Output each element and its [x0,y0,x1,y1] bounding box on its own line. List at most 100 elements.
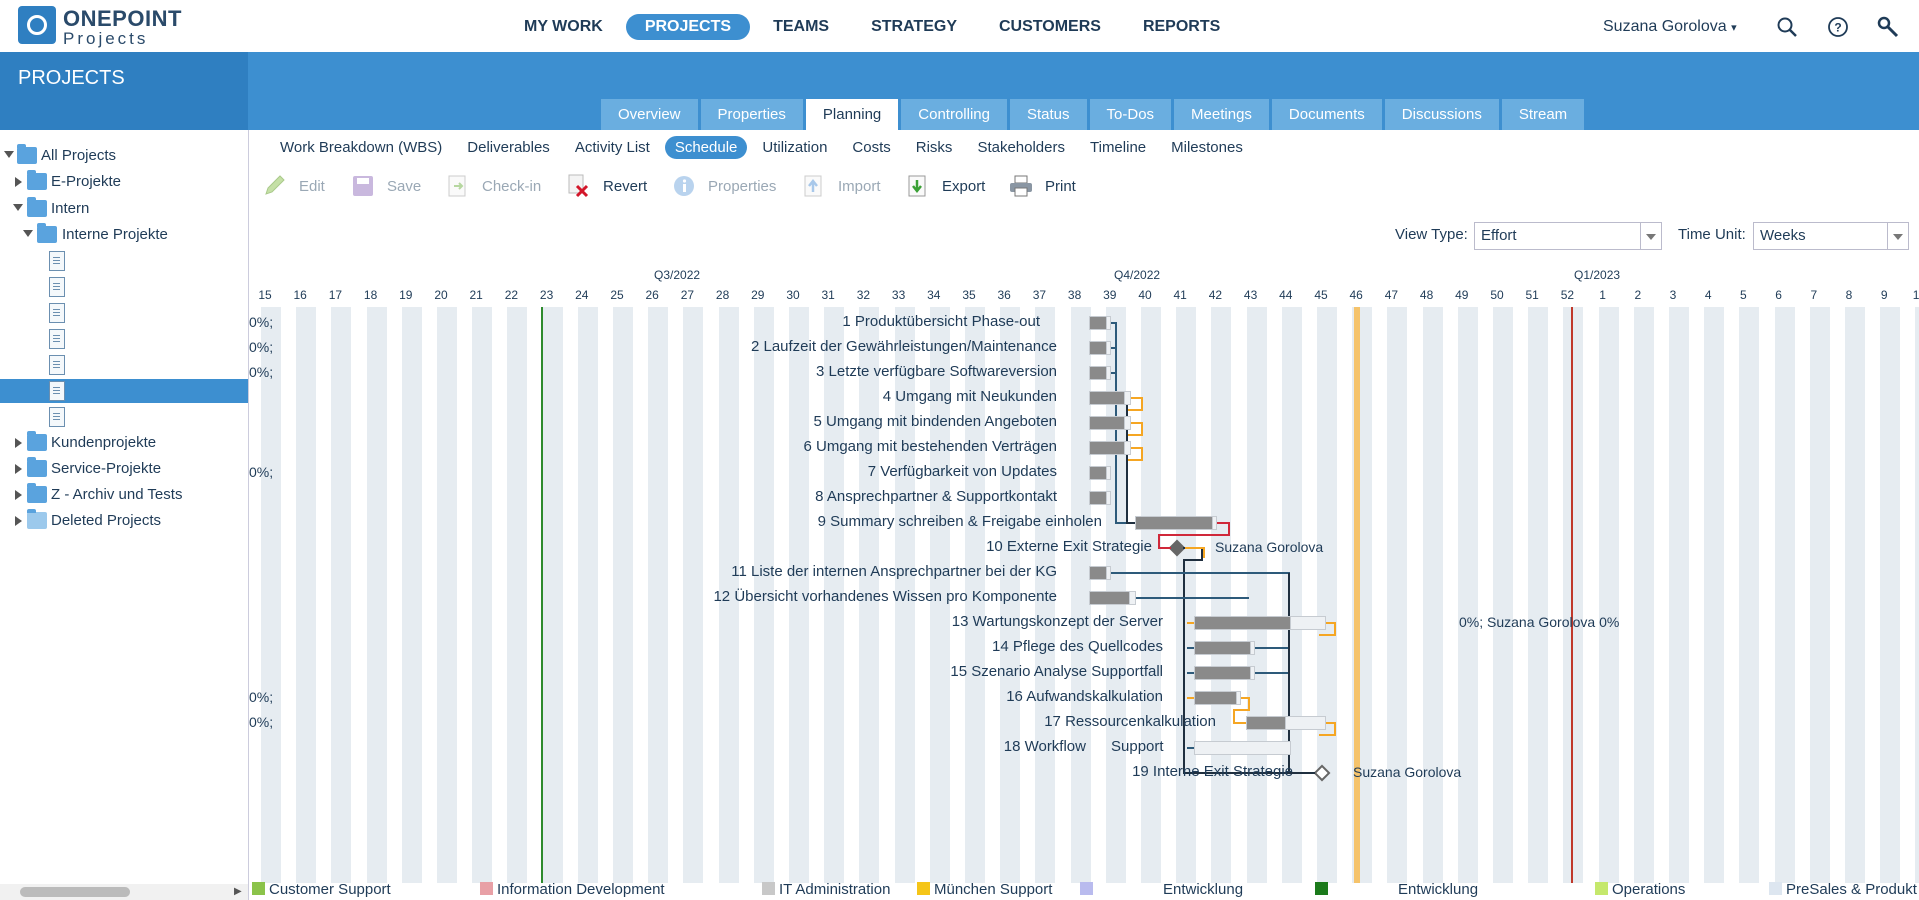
milestone-diamond[interactable] [1168,539,1186,557]
tree-item-service-projekte[interactable]: Service-Projekte [0,457,248,481]
task-bar[interactable] [1089,566,1107,580]
search-icon[interactable] [1776,16,1798,38]
collapse-icon[interactable] [15,438,22,448]
task-label[interactable]: 18 Workflow [1003,738,1086,755]
task-bar[interactable] [1089,316,1107,330]
subtab-schedule[interactable]: Schedule [664,136,748,159]
task-bar[interactable] [1246,716,1286,730]
nav-teams[interactable]: TEAMS [773,18,830,35]
tree-item-e-projekte[interactable]: E-Projekte [0,170,248,194]
sidebar-horizontal-scrollbar[interactable]: ▶ [0,884,248,900]
task-bar[interactable] [1194,641,1251,655]
nav-customers[interactable]: CUSTOMERS [999,18,1101,35]
subtab-costs[interactable]: Costs [852,139,891,156]
nav-projects[interactable]: PROJECTS [625,14,751,40]
scrollbar-thumb[interactable] [20,887,130,897]
collapse-icon[interactable] [15,177,22,187]
task-bar[interactable] [1089,391,1125,405]
nav-my-work[interactable]: MY WORK [524,18,603,35]
tree-item-interne-projekte[interactable]: Interne Projekte [0,223,248,247]
task-label[interactable]: 17 Ressourcenkalkulation [1044,713,1216,730]
subtab-stakeholders[interactable]: Stakeholders [977,139,1065,156]
collapse-icon[interactable] [15,490,22,500]
task-label[interactable]: 13 Wartungskonzept der Server [951,613,1163,630]
subtab-utilization[interactable]: Utilization [762,139,828,156]
tab-properties[interactable]: Properties [700,99,803,130]
tree-item-project[interactable] [0,249,248,273]
tree-item-project-selected[interactable] [0,379,248,403]
tab-stream[interactable]: Stream [1501,99,1585,130]
expand-icon[interactable] [23,230,33,237]
task-label[interactable]: 12 Übersicht vorhandenes Wissen pro Komp… [713,588,1057,605]
task-bar[interactable] [1089,366,1107,380]
chevron-down-icon[interactable] [1640,223,1661,249]
collapse-icon[interactable] [15,516,22,526]
tree-item-project[interactable] [0,327,248,351]
tab-documents[interactable]: Documents [1271,99,1382,130]
task-bar-track[interactable] [1194,741,1291,755]
subtab-wbs[interactable]: Work Breakdown (WBS) [280,139,443,156]
chevron-down-icon[interactable] [1887,223,1908,249]
tree-item-project[interactable] [0,405,248,429]
task-label[interactable]: 11 Liste der internen Ansprechpartner be… [731,563,1057,580]
task-label[interactable]: 4 Umgang mit Neukunden [882,388,1057,405]
logo[interactable]: ONEPOINT Projects [18,6,181,48]
tree-item-archiv[interactable]: Z - Archiv und Tests [0,483,248,507]
time-unit-select[interactable]: Weeks [1753,222,1909,250]
task-bar[interactable] [1194,616,1291,630]
subtab-deliverables[interactable]: Deliverables [467,139,550,156]
subtab-milestones[interactable]: Milestones [1171,139,1243,156]
tree-item-project[interactable] [0,353,248,377]
milestone-diamond[interactable] [1313,764,1331,782]
task-bar[interactable] [1089,466,1107,480]
user-menu[interactable]: Suzana Gorolova ▾ [1603,18,1737,36]
task-label[interactable]: 8 Ansprechpartner & Supportkontakt [815,488,1057,505]
task-bar[interactable] [1194,691,1237,705]
tree-item-intern[interactable]: Intern [0,197,248,221]
tree-item-all-projects[interactable]: All Projects [0,144,248,168]
task-bar[interactable] [1194,666,1251,680]
task-bar[interactable] [1089,416,1125,430]
tree-item-kundenprojekte[interactable]: Kundenprojekte [0,431,248,455]
help-icon[interactable]: ? [1827,16,1849,38]
task-bar[interactable] [1089,441,1125,455]
tab-controlling[interactable]: Controlling [901,99,1007,130]
tab-meetings[interactable]: Meetings [1174,99,1269,130]
task-label[interactable]: 5 Umgang mit bindenden Angeboten [813,413,1057,430]
tab-overview[interactable]: Overview [601,99,698,130]
tree-item-project[interactable] [0,275,248,299]
nav-reports[interactable]: REPORTS [1142,18,1221,35]
task-label[interactable]: 10 Externe Exit Strategie [986,538,1152,555]
subtab-activity-list[interactable]: Activity List [574,139,650,156]
task-label[interactable]: 6 Umgang mit bestehenden Verträgen [803,438,1058,455]
scroll-right-icon[interactable]: ▶ [234,886,242,897]
subtab-risks[interactable]: Risks [915,139,953,156]
tab-status[interactable]: Status [1010,99,1087,130]
subtab-timeline[interactable]: Timeline [1090,139,1147,156]
tree-item-project[interactable] [0,301,248,325]
task-label[interactable]: 7 Verfügbarkeit von Updates [867,463,1057,480]
expand-icon[interactable] [4,151,14,158]
task-label[interactable]: 16 Aufwandskalkulation [1006,688,1163,705]
tab-planning[interactable]: Planning [805,99,899,130]
task-label[interactable]: 15 Szenario Analyse Supportfall [950,663,1163,680]
tab-todos[interactable]: To-Dos [1089,99,1172,130]
task-bar[interactable] [1089,341,1107,355]
wrench-icon[interactable] [1877,16,1899,38]
task-label[interactable]: 2 Laufzeit der Gewährleistungen/Maintena… [750,338,1057,355]
expand-icon[interactable] [13,204,23,211]
task-label[interactable]: 9 Summary schreiben & Freigabe einholen [817,513,1102,530]
view-type-select[interactable]: Effort [1474,222,1662,250]
task-label[interactable]: 3 Letzte verfügbare Softwareversion [816,363,1057,380]
tree-item-label: Service-Projekte [51,460,162,477]
tab-discussions[interactable]: Discussions [1384,99,1499,130]
nav-strategy[interactable]: STRATEGY [871,18,957,35]
task-label[interactable]: 14 Pflege des Quellcodes [992,638,1163,655]
tree-item-deleted-projects[interactable]: Deleted Projects [0,509,248,533]
collapse-icon[interactable] [15,464,22,474]
task-bar[interactable] [1089,491,1107,505]
task-label[interactable]: 19 Interne Exit Strategie [1132,763,1293,780]
task-bar[interactable] [1135,516,1213,530]
task-bar[interactable] [1089,591,1130,605]
task-label[interactable]: 1 Produktübersicht Phase-out [842,313,1040,330]
